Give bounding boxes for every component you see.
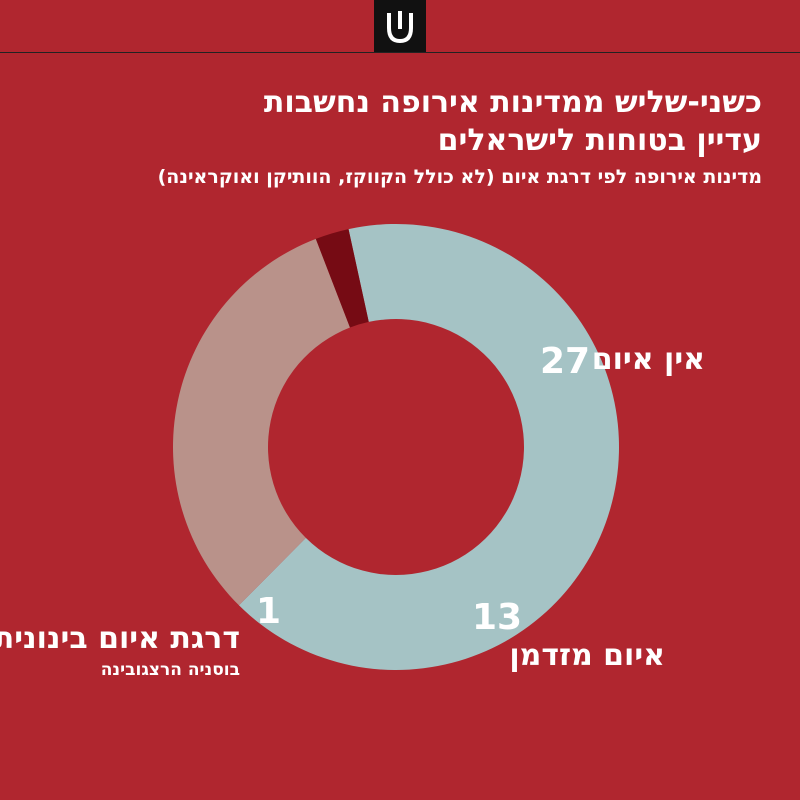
value-label-no-threat: 27	[540, 341, 591, 382]
chart-title: כשני-שליש ממדינות אירופה נחשבות עדיין בט…	[42, 84, 762, 160]
logo	[374, 0, 426, 52]
title-line-1: כשני-שליש ממדינות אירופה נחשבות	[263, 85, 762, 120]
header-divider	[0, 52, 800, 53]
medium-threat-note: בוסניה הרצגובינה	[100, 660, 240, 680]
category-label-occasional-threat: איום מזדמן	[509, 638, 665, 673]
category-label-no-threat: אין איום	[591, 342, 705, 377]
chart-subtitle: מדינות אירופה לפי דרגת איום (לא כולל הקו…	[157, 166, 762, 188]
value-label-medium-threat: 1	[256, 591, 282, 632]
category-label-medium-threat: דרגת איום בינונית	[0, 621, 240, 656]
donut-slice-occasional-threat	[173, 238, 350, 606]
title-line-2: עדיין בטוחות לישראלים	[437, 123, 762, 158]
donut-slice-medium-threat	[315, 229, 369, 328]
donut-slice-no-threat	[238, 224, 619, 670]
value-label-occasional-threat: 13	[472, 597, 523, 638]
